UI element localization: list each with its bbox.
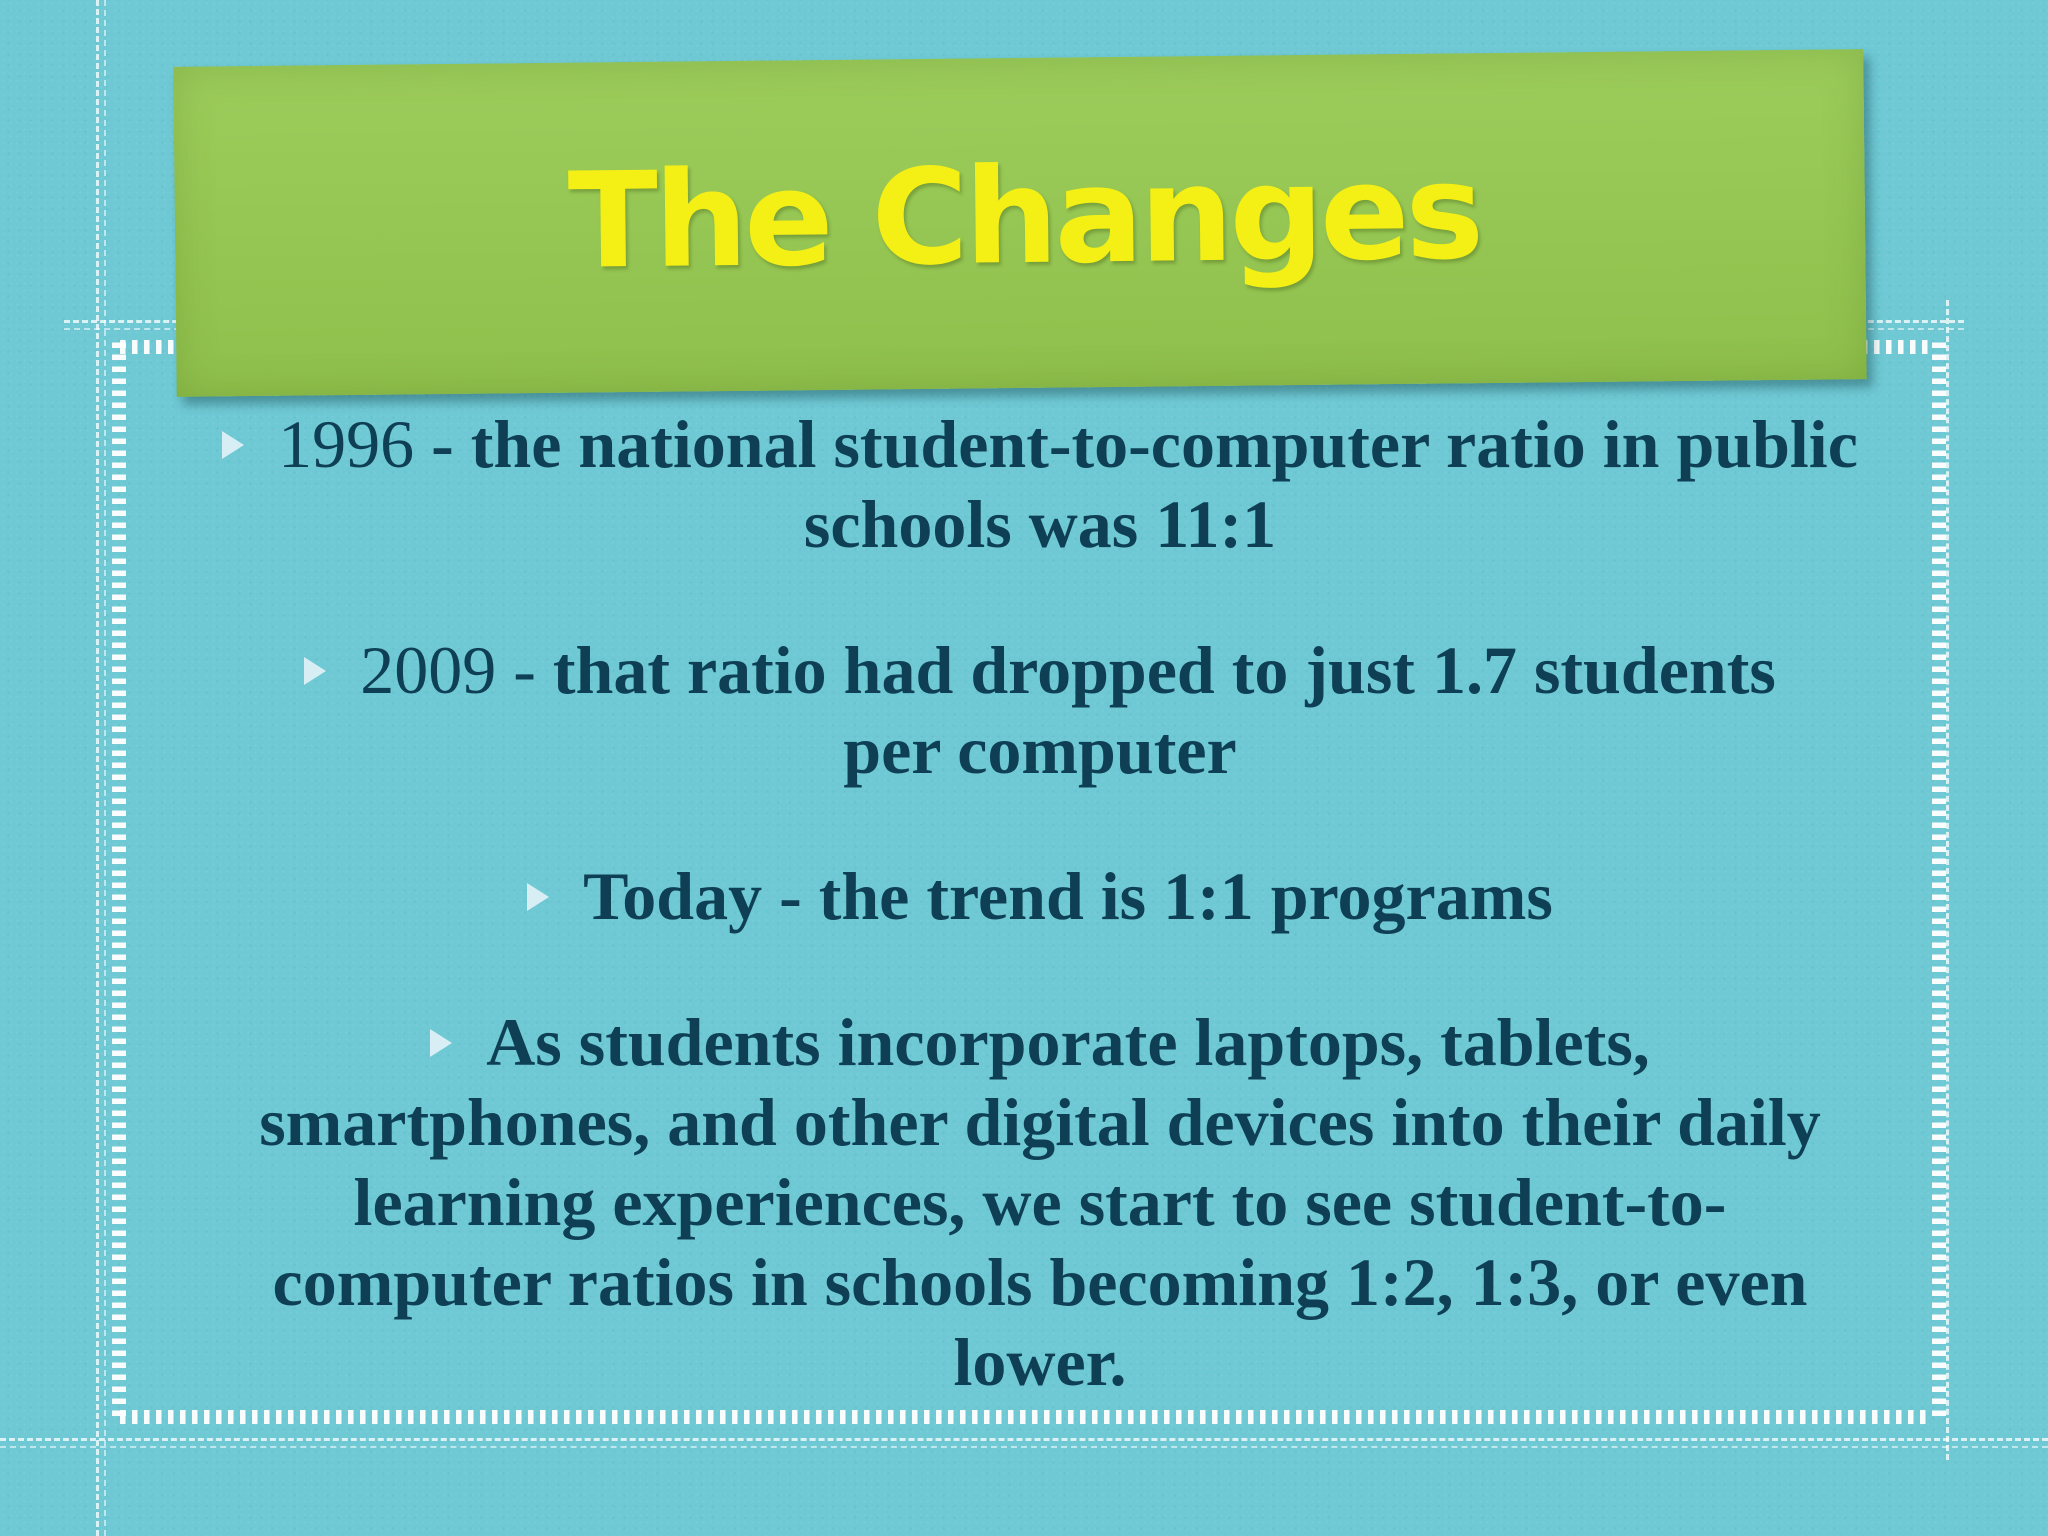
slide-title: The Changes [567,135,1481,299]
bullet-item-devices: As students incorporate laptops, tablets… [230,1002,1850,1402]
frame-top-left-stitch [120,340,190,354]
triangle-bullet-icon [430,1029,453,1057]
frame-bottom-stitch [120,1410,1930,1424]
bullet-item-2009: 2009 - that ratio had dropped to just 1.… [260,630,1820,790]
bullet-item-today: Today - the trend is 1:1 programs [280,856,1800,936]
bullet-text: that ratio had dropped to just 1.7 stude… [552,632,1776,788]
frame-right-stitch [1932,336,1946,1416]
bullet-lead: 1996 [278,406,415,482]
frame-left-stitch [112,336,126,1416]
bullet-item-1996: 1996 - the national student-to-computer … [200,404,1880,564]
left-thin-rule [104,0,106,1536]
bullet-text: As students incorporate laptops, tablets… [259,1004,1821,1400]
triangle-bullet-icon [304,657,327,685]
triangle-bullet-icon [527,883,550,911]
right-dashed-rule [1946,300,1949,1460]
triangle-bullet-icon [222,431,245,459]
bottom-thin-rule [0,1446,2048,1448]
bottom-dashed-rule [0,1438,2048,1441]
bullet-lead: 2009 - [360,632,553,708]
bullet-text: - the national student-to-computer ratio… [414,406,1858,562]
bullet-text: Today - the trend is 1:1 programs [583,858,1553,934]
left-dashed-rule [96,0,99,1536]
frame-top-right-stitch [1862,340,1932,354]
